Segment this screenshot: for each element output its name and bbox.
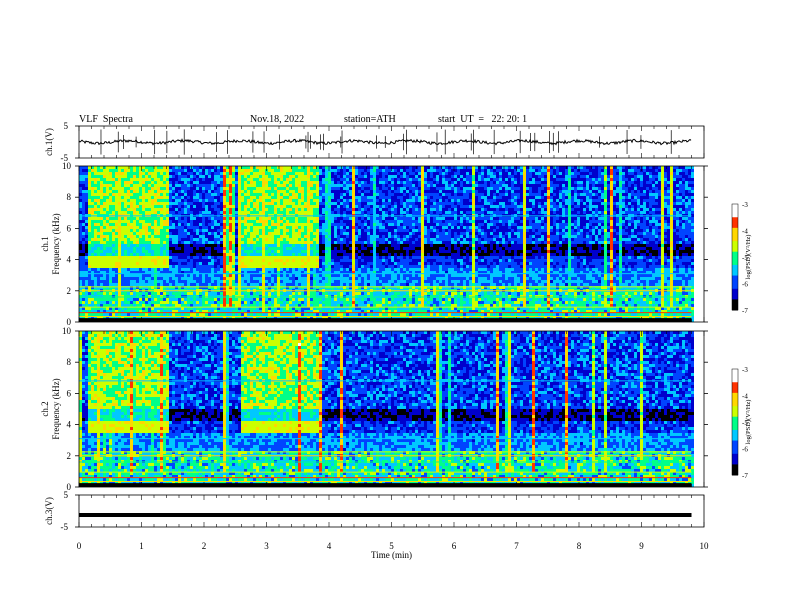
ch1-spectrogram-colorbar-tick: -7 bbox=[742, 307, 748, 315]
ch2-spectrogram-ytick-label: 8 bbox=[67, 357, 72, 367]
x-tick-label: 0 bbox=[77, 541, 82, 551]
ch1-spectrogram-ytick-label: 6 bbox=[67, 223, 72, 233]
ch2-spectrogram-ytick-label: 0 bbox=[67, 482, 72, 492]
ch2-spectrogram-colorbar-tick: -7 bbox=[742, 472, 748, 480]
x-tick-label: 2 bbox=[202, 541, 207, 551]
ch2-spectrogram-low-band bbox=[79, 483, 692, 487]
x-tick-label: 3 bbox=[264, 541, 269, 551]
x-tick-label: 1 bbox=[139, 541, 144, 551]
ch2-spectrogram-colorbar bbox=[732, 369, 738, 476]
ch1-spectrogram-colorbar-tick: -3 bbox=[742, 201, 748, 209]
ch1-spectrogram-colorbar-tick: -6 bbox=[742, 281, 748, 289]
x-tick-label: 9 bbox=[639, 541, 644, 551]
ch1-waveform-ylabel: ch.1(V) bbox=[44, 128, 54, 156]
x-axis-label: Time (min) bbox=[371, 550, 412, 560]
date-label: Nov.18, 2022 bbox=[250, 114, 304, 125]
ch1-spectrogram-colorbar-frame bbox=[731, 203, 739, 311]
ch2-spectrogram-ytick-label: 4 bbox=[67, 420, 72, 430]
ch1-waveform-ytick-label: 5 bbox=[64, 121, 69, 131]
ch2-spectrogram-ylabel-channel: ch.2 bbox=[40, 401, 50, 416]
ch2-spectrogram-ytick-label: 10 bbox=[62, 326, 72, 336]
ch2-spectrogram-colorbar-frame bbox=[731, 368, 739, 476]
ch2-spectrogram-ytick-label: 2 bbox=[67, 451, 72, 461]
ch3-waveform-ytick-label: -5 bbox=[61, 522, 69, 532]
ch2-spectrogram-colorbar-tick: -4 bbox=[742, 393, 748, 401]
x-tick-label: 8 bbox=[577, 541, 582, 551]
ch1-spectrogram-ytick-label: 0 bbox=[67, 317, 72, 327]
ch1-spectrogram-ylabel-channel: ch.1 bbox=[40, 236, 50, 251]
ch1-spectrogram-ytick-label: 4 bbox=[67, 255, 72, 265]
x-tick-label: 5 bbox=[389, 541, 394, 551]
x-tick-label: 7 bbox=[514, 541, 519, 551]
ch1-spectrogram-colorbar bbox=[732, 204, 738, 311]
ch1-spectrogram-colorbar-label: log(PSD)(V²/Hz) bbox=[745, 235, 752, 280]
x-tick-label: 4 bbox=[327, 541, 332, 551]
ch3-waveform-ylabel: ch.3(V) bbox=[44, 497, 54, 525]
ch1-spectrogram-colorbar-tick: -5 bbox=[742, 254, 748, 262]
x-tick-label: 6 bbox=[452, 541, 457, 551]
ch1-spectrogram-colorbar-tick: -4 bbox=[742, 228, 748, 236]
x-tick-label: 10 bbox=[700, 541, 710, 551]
ch1-spectrogram-ytick-label: 10 bbox=[62, 161, 72, 171]
ch2-spectrogram-colorbar-tick: -5 bbox=[742, 419, 748, 427]
ch2-spectrogram-ytick-label: 6 bbox=[67, 388, 72, 398]
station-label: station=ATH bbox=[344, 114, 396, 125]
ch1-spectrogram-ylabel: Frequency (kHz) bbox=[51, 213, 61, 274]
ch2-spectrogram-image bbox=[79, 331, 694, 487]
ch2-spectrogram-ylabel: Frequency (kHz) bbox=[51, 378, 61, 439]
ch1-spectrogram-image bbox=[79, 166, 694, 322]
ch1-waveform-ytick-label: -5 bbox=[61, 153, 69, 163]
chart-title: VLF Spectra bbox=[79, 114, 133, 125]
ch1-spectrogram-low-band bbox=[79, 318, 692, 322]
ch2-spectrogram-colorbar-tick: -6 bbox=[742, 446, 748, 454]
ch2-spectrogram-colorbar-label: log(PSD)(V²/Hz) bbox=[745, 400, 752, 445]
ch3-waveform-ytick-label: 5 bbox=[64, 490, 69, 500]
start-time-label: start UT = 22: 20: 1 bbox=[438, 114, 527, 125]
ch1-spectrogram-ytick-label: 2 bbox=[67, 286, 72, 296]
ch1-spectrogram-ytick-label: 8 bbox=[67, 192, 72, 202]
ch2-spectrogram-colorbar-tick: -3 bbox=[742, 366, 748, 374]
